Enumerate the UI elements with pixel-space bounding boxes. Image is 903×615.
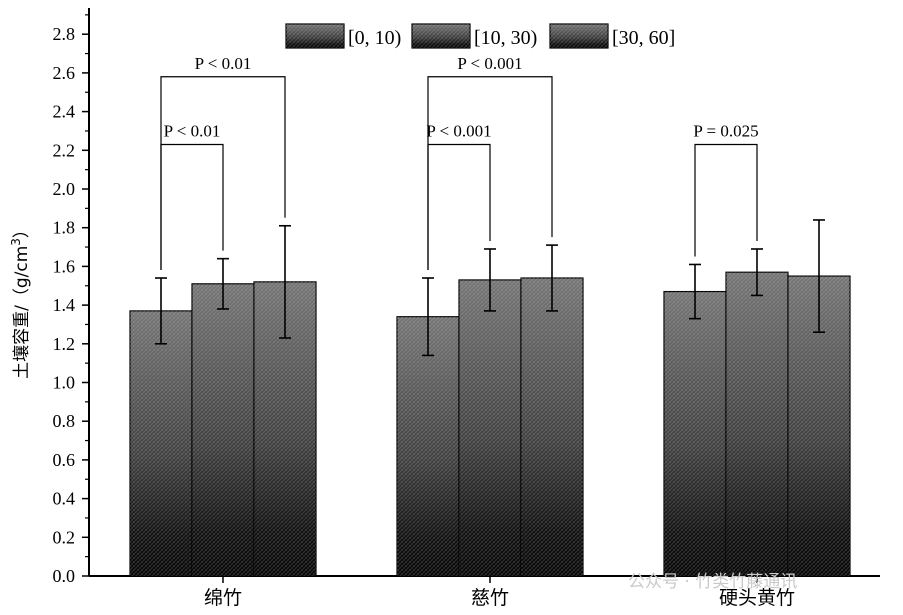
y-tick-label: 0.2: [53, 527, 76, 547]
significance-label: P < 0.001: [457, 54, 522, 73]
y-tick-label: 1.4: [53, 295, 76, 315]
significance-bracket: [427, 143, 491, 271]
bar-texture: [726, 272, 788, 576]
y-tick-label: 0.6: [53, 450, 76, 470]
y-tick-label: 2.8: [53, 24, 76, 44]
bar-texture: [459, 279, 521, 576]
x-tick-label: 慈竹: [471, 587, 509, 609]
bar-texture: [192, 283, 254, 576]
bar-texture: [397, 316, 459, 576]
legend-label: [0, 10): [348, 27, 401, 49]
bar-texture: [130, 310, 192, 576]
significance-bracket: [160, 143, 224, 271]
significance-label: P < 0.01: [164, 121, 221, 140]
x-tick-label: 绵竹: [204, 587, 242, 609]
y-tick-label: 1.0: [53, 373, 76, 393]
y-tick-label: 1.2: [53, 334, 76, 354]
y-tick-label: 0.4: [53, 489, 76, 509]
y-tick-label: 2.4: [53, 102, 76, 122]
legend-swatch-texture: [550, 24, 608, 48]
watermark: 公众号 · 竹类竹藤通讯: [628, 572, 797, 592]
y-axis-label-close: ）: [12, 221, 32, 238]
y-axis-label-main: 土壤容重/（g/cm: [11, 246, 32, 379]
significance-bracket: [160, 76, 286, 271]
bar-texture: [664, 291, 726, 576]
y-tick-label: 1.8: [53, 218, 76, 238]
y-tick-label: 2.0: [53, 179, 76, 199]
legend-label: [30, 60]: [612, 27, 675, 49]
legend-swatch-texture: [412, 24, 470, 48]
y-tick-label: 0.8: [53, 411, 76, 431]
significance-label: P < 0.01: [195, 54, 252, 73]
y-tick-label: 2.2: [53, 140, 76, 160]
significance-bracket: [694, 143, 758, 257]
y-tick-label: 0.0: [53, 566, 76, 586]
legend-swatch-texture: [286, 24, 344, 48]
legend-label: [10, 30): [474, 27, 537, 49]
y-tick-label: 2.6: [53, 63, 76, 83]
significance-label: P = 0.025: [693, 121, 758, 140]
y-axis-label-sup: 3: [9, 238, 23, 246]
y-axis-label: 土壤容重/（g/cm3）: [9, 221, 32, 379]
bar-texture: [521, 278, 583, 576]
x-tick-label: 硬头黄竹: [719, 587, 795, 609]
significance-bracket: [427, 76, 553, 271]
y-tick-label: 1.6: [53, 256, 76, 276]
significance-label: P < 0.001: [426, 121, 491, 140]
